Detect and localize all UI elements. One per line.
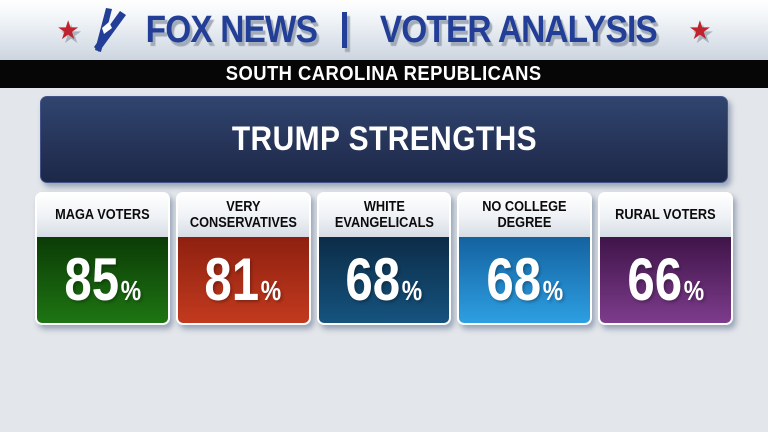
stat-value: 68 [345,246,401,313]
banner: TRUMP STRENGTHS [40,96,728,183]
card-header: MAGA VOTERS [37,194,168,237]
percent-sign: % [261,275,282,306]
card-value-panel: 81% [177,237,309,323]
card-value-panel: 85% [37,237,168,323]
star-icon: ★ [688,15,712,45]
card-label: VERY CONSERVATIVES [189,199,297,231]
banner-title: TRUMP STRENGTHS [231,120,537,158]
stat-value: 66 [627,246,682,313]
subtitle-text: SOUTH CAROLINA REPUBLICANS [226,62,542,85]
star-icon: ★ [56,15,80,45]
subtitle-bar: SOUTH CAROLINA REPUBLICANS [0,60,768,88]
card-value-panel: 66% [600,237,731,323]
stat-card-no-college-degree: NO COLLEGE DEGREE 68% [457,192,593,325]
percent-sign: % [542,275,564,306]
program-title: VOTER ANALYSIS [380,8,658,51]
card-label: WHITE EVANGELICALS [334,199,434,231]
fox-news-wordmark: FOX NEWS [145,8,317,51]
card-label: MAGA VOTERS [55,206,150,223]
card-header: WHITE EVANGELICALS [318,194,450,237]
stat-card-white-evangelicals: WHITE EVANGELICALS 68% [316,192,452,325]
percent-sign: % [401,275,423,306]
stat-cards-row: MAGA VOTERS 85% VERY CONSERVATIVES 81% W… [35,192,733,325]
stat-card-rural-voters: RURAL VOTERS 66% [598,192,733,325]
card-label: NO COLLEGE DEGREE [482,199,567,231]
card-header: VERY CONSERVATIVES [177,194,309,237]
stat-value: 81 [204,246,260,313]
fox-searchlights-icon [93,8,126,52]
stat-value: 68 [486,246,542,313]
percent-sign: % [683,275,704,306]
card-label: RURAL VOTERS [615,206,716,223]
stat-card-very-conservatives: VERY CONSERVATIVES 81% [175,192,311,325]
logo-separator [342,12,348,48]
stat-card-maga-voters: MAGA VOTERS 85% [35,192,170,325]
card-value-panel: 68% [459,237,591,323]
stat-value: 85 [63,246,119,313]
card-value-panel: 68% [318,237,450,323]
percent-sign: % [120,275,141,306]
card-header: NO COLLEGE DEGREE [459,194,591,237]
card-header: RURAL VOTERS [600,194,731,237]
brand-header: ★ FOX NEWS VOTER ANALYSIS ★ [0,0,768,60]
